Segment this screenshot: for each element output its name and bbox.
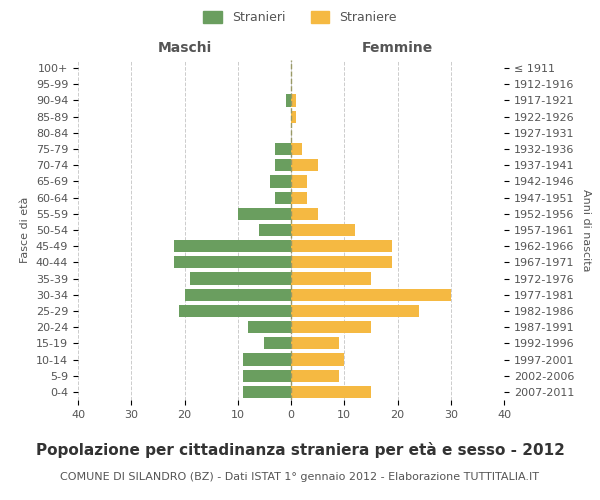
Bar [275,143,291,155]
Bar [291,321,371,333]
Bar [243,370,291,382]
Bar [291,288,451,301]
Bar [265,338,291,349]
Bar [291,224,355,236]
Y-axis label: Fasce di età: Fasce di età [20,197,31,263]
Bar [291,386,371,398]
Bar [291,94,296,106]
Bar [291,143,302,155]
Y-axis label: Anni di nascita: Anni di nascita [581,188,591,271]
Bar [248,321,291,333]
Bar [291,305,419,317]
Bar [259,224,291,236]
Bar [243,386,291,398]
Bar [275,192,291,203]
Text: Popolazione per cittadinanza straniera per età e sesso - 2012: Popolazione per cittadinanza straniera p… [35,442,565,458]
Bar [291,272,371,284]
Bar [291,192,307,203]
Bar [291,208,317,220]
Bar [291,338,339,349]
Legend: Stranieri, Straniere: Stranieri, Straniere [198,6,402,29]
Text: Maschi: Maschi [157,41,212,55]
Bar [291,176,307,188]
Bar [270,176,291,188]
Bar [291,354,344,366]
Bar [174,240,291,252]
Text: COMUNE DI SILANDRO (BZ) - Dati ISTAT 1° gennaio 2012 - Elaborazione TUTTITALIA.I: COMUNE DI SILANDRO (BZ) - Dati ISTAT 1° … [61,472,539,482]
Bar [238,208,291,220]
Bar [291,370,339,382]
Bar [291,110,296,122]
Bar [275,159,291,172]
Bar [185,288,291,301]
Bar [179,305,291,317]
Bar [286,94,291,106]
Bar [291,240,392,252]
Bar [291,159,317,172]
Bar [174,256,291,268]
Bar [243,354,291,366]
Bar [291,256,392,268]
Text: Femmine: Femmine [362,41,433,55]
Bar [190,272,291,284]
